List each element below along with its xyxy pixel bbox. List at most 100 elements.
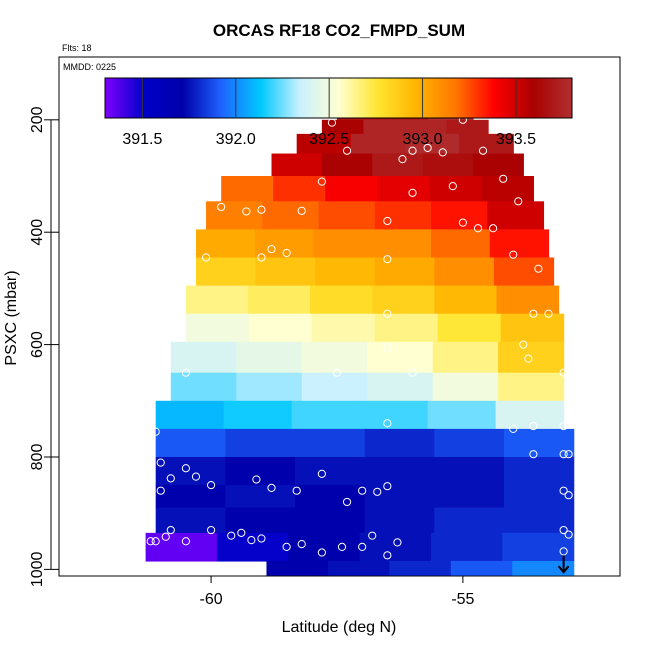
y-tick-label: 1000 [29,551,46,587]
data-cell [430,229,491,259]
data-cell [273,176,326,202]
data-cell [271,153,323,177]
sample-point [297,206,306,215]
plot-frame [58,56,621,577]
sample-point [242,207,251,216]
sample-point [181,464,191,473]
sample-point [519,340,528,349]
sample-point [332,368,342,377]
data-cells [145,105,575,576]
sample-point [166,474,175,483]
data-cell [500,313,565,343]
data-cell [225,428,296,458]
data-cell [321,119,365,135]
sample-point [373,487,382,496]
colorbar-tick-label: 392.0 [216,131,256,148]
sample-point [564,530,573,539]
data-cell [291,400,361,430]
sample-point [257,534,266,543]
sample-point [282,248,291,258]
sample-point [237,528,246,537]
sample-point [368,531,377,540]
sample-point [564,491,573,500]
sample-points [146,104,573,560]
data-cell [364,507,435,534]
data-cell [502,532,575,562]
data-cell [255,257,316,287]
sample-point [217,202,226,212]
data-cell [432,372,499,402]
sample-point [383,255,392,264]
sample-point [544,309,553,318]
data-cell [367,341,434,374]
y-tick-label: 600 [29,331,46,358]
sample-point [488,224,498,233]
sample-point [559,421,568,431]
sample-point [282,542,291,552]
data-cell [315,257,376,287]
data-cell [310,285,373,315]
data-cell [155,400,225,430]
data-cell [216,532,289,562]
colorbar-tick-label: 393.5 [496,131,536,148]
data-cell [236,341,303,374]
sample-point [393,538,402,547]
sample-point [156,486,165,495]
data-cell [185,313,250,343]
colorbar-tick-label: 393.0 [403,131,443,148]
data-cell [434,285,498,315]
sample-point [383,216,392,226]
sample-point [458,218,467,227]
data-cell [504,428,575,458]
data-cell [296,133,352,155]
sample-point [257,205,266,214]
data-cell [372,153,424,177]
sample-point [509,250,518,259]
data-cell [427,400,497,430]
data-cell [225,456,296,486]
sample-point [161,532,170,541]
sample-point [151,537,160,546]
data-cell [504,456,575,486]
x-tick-label: -60 [200,591,223,608]
data-cell [225,485,296,509]
data-cell [364,485,435,509]
data-cell [350,133,406,155]
data-cell [374,257,435,287]
sample-point [267,244,276,254]
colorbar-tick-label: 391.5 [122,131,162,148]
data-cell [295,456,366,486]
data-cell [430,201,488,230]
data-cell [321,153,373,177]
sample-point [297,539,306,549]
profile-marker-arrowhead [557,565,570,574]
sample-point [151,427,160,436]
data-cell [493,257,555,287]
data-cell [236,372,303,402]
sample-point [398,155,407,164]
data-cell [359,400,429,430]
data-cell [504,485,575,509]
sample-point [383,343,392,352]
y-axis-label: PSXC (mbar) [3,270,20,365]
sample-point [181,537,191,546]
sample-point [292,486,301,495]
data-cell [266,560,329,576]
sample-point [514,197,523,206]
sample-point [478,146,488,155]
sample-point [524,354,533,363]
sample-point [358,542,367,552]
sample-point [252,475,261,484]
sample-point [342,146,352,155]
colorbar-tick-label: 392.5 [309,131,349,148]
data-cell [254,229,315,259]
sample-point [383,482,392,491]
sample-point [383,309,392,318]
y-tick-label: 800 [29,444,46,471]
sample-point [564,450,573,459]
data-cell [295,485,366,509]
sample-point [473,224,483,233]
data-cell [434,485,505,509]
data-cell [313,229,373,259]
data-cell [446,119,489,135]
